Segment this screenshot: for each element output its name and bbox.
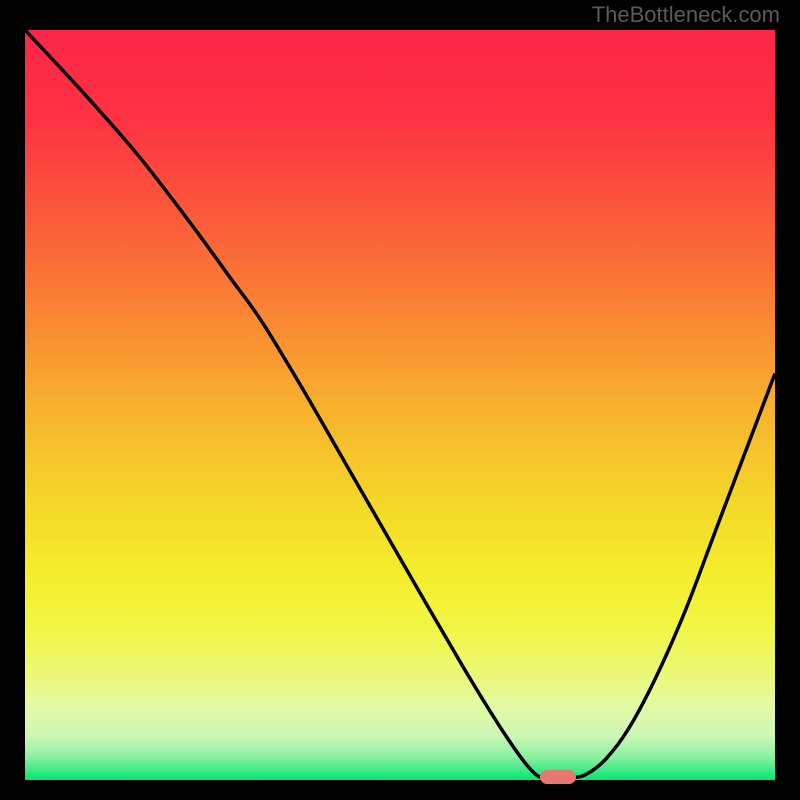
watermark-text: TheBottleneck.com [592,2,780,28]
curve-path [25,30,775,778]
optimal-point-marker [540,770,576,784]
plot-area [25,30,775,785]
bottleneck-curve [25,30,775,785]
chart-container: TheBottleneck.com [0,0,800,800]
